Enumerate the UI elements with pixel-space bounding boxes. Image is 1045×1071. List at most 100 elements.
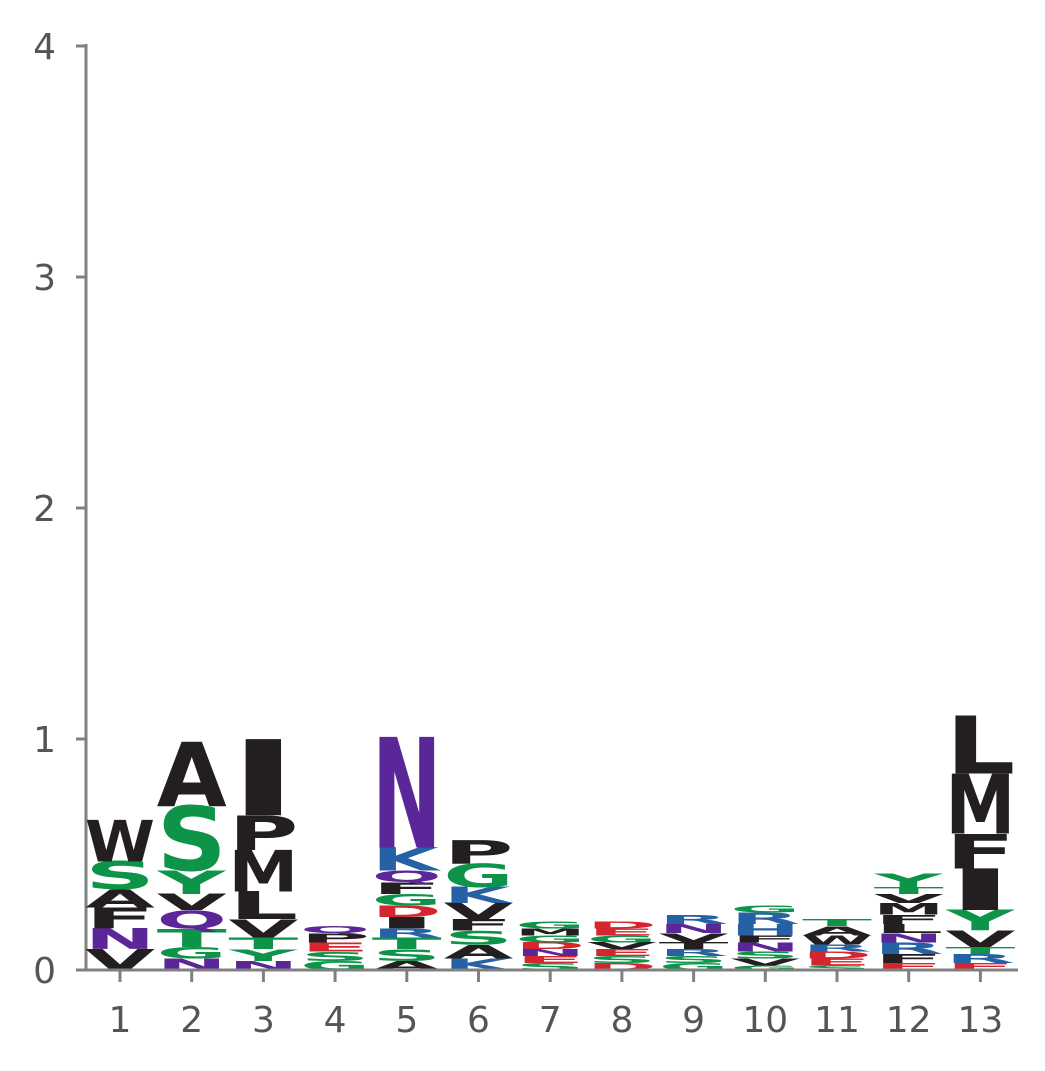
x-tick-label: 10 (742, 1000, 788, 1041)
logo-letter-K: K (444, 882, 514, 908)
logo-letter-L: L (228, 885, 298, 929)
logo-letter-T: T (945, 945, 1015, 956)
logo-letter-T: T (659, 940, 729, 951)
logo-letter-T: T (802, 917, 872, 928)
logo-letter-D: D (587, 920, 657, 931)
y-axis: 0 1 2 3 4 (33, 27, 88, 992)
logo-letter-G: G (730, 904, 800, 915)
logo-letter-R: R (659, 912, 729, 927)
logo-letter-T: T (157, 924, 227, 953)
logo-letter-S: S (372, 946, 442, 964)
x-tick-label: 7 (539, 1000, 562, 1041)
logo-letter-S: S (587, 954, 657, 965)
x-tick-label: 6 (467, 1000, 490, 1041)
logo-letter-V: V (659, 931, 729, 946)
logo-letter-W: W (85, 809, 155, 875)
logo-letter-Q: Q (157, 905, 227, 935)
logo-letter-F: F (874, 912, 944, 927)
logo-letter-Y: Y (228, 946, 299, 964)
logo-letter-K: K (372, 842, 442, 878)
logo-stacks: VNFASWNGTQVYSANYTVLMPIGSEPQASTRIDGFQKNKA… (85, 700, 1016, 977)
logo-letter-R: R (372, 926, 442, 941)
logo-letter-A: A (85, 884, 156, 914)
logo-letter-D: D (515, 941, 585, 952)
logo-letter-T: T (228, 935, 298, 953)
logo-letter-L: L (945, 700, 1015, 793)
logo-letter-H: H (730, 921, 800, 939)
logo-letter-S: S (730, 950, 800, 961)
logo-letter-S: S (300, 949, 370, 964)
logo-letter-V: V (874, 891, 944, 906)
x-tick-label: 8 (610, 1000, 633, 1041)
logo-letter-N: N (874, 931, 944, 946)
logo-letter-D: D (372, 903, 442, 921)
logo-letter-N: N (659, 921, 729, 936)
logo-letter-E: E (945, 961, 1015, 972)
logo-letter-M: M (228, 840, 298, 906)
x-tick-label: 9 (682, 1000, 705, 1041)
logo-letter-V: V (228, 914, 299, 944)
logo-letter-M: M (515, 926, 585, 937)
logo-letter-P: P (228, 806, 298, 861)
logo-letter-G: G (659, 961, 729, 972)
logo-letter-V: V (587, 940, 657, 951)
logo-letter-E: E (300, 940, 370, 955)
x-tick-label: 12 (886, 1000, 932, 1041)
logo-letter-G: G (515, 934, 585, 945)
logo-letter-Y: Y (873, 869, 944, 891)
logo-letter-F: F (874, 951, 944, 966)
logo-letter-F: F (945, 824, 1015, 879)
logo-letter-P: P (444, 834, 514, 871)
y-tick-label: 2 (33, 489, 56, 530)
logo-letter-G: G (515, 920, 585, 931)
logo-letter-S: S (444, 927, 514, 949)
logo-letter-A: A (444, 941, 515, 963)
logo-letter-N: N (85, 923, 155, 956)
x-tick-label: 3 (252, 1000, 275, 1041)
logo-letter-I: I (945, 857, 1015, 923)
logo-letter-R: R (730, 909, 800, 927)
logo-letter-V: V (444, 899, 514, 925)
logo-letter-R: R (802, 943, 872, 954)
logo-letter-N: N (372, 706, 442, 883)
logo-letter-G: G (587, 934, 657, 945)
x-tick-label: 4 (324, 1000, 347, 1041)
y-tick-label: 1 (33, 720, 56, 761)
logo-letter-W: W (802, 933, 872, 948)
logo-letter-E: E (874, 961, 944, 972)
x-tick-label: 13 (957, 1000, 1003, 1041)
logo-letter-T: T (874, 885, 944, 896)
y-tick-label: 3 (33, 258, 56, 299)
logo-letter-L: L (874, 921, 944, 936)
logo-letter-N: N (730, 940, 800, 955)
logo-letter-M: M (874, 900, 944, 918)
logo-letter-E: E (587, 947, 657, 958)
logo-letter-A: A (157, 725, 227, 828)
logo-letter-Q: Q (300, 924, 370, 935)
logo-letter-S: S (515, 961, 585, 972)
logo-letter-M: M (945, 758, 1015, 854)
logo-letter-Q: Q (372, 868, 442, 886)
logo-letter-V: V (945, 926, 1015, 952)
logo-letter-R: R (659, 947, 729, 958)
logo-letter-E: E (587, 927, 657, 938)
logo-letter-P: P (300, 931, 370, 946)
logo-letter-R: R (874, 939, 944, 957)
logo-letter-S: S (659, 954, 729, 965)
logo-letter-F: F (444, 916, 514, 934)
y-tick-label: 4 (33, 27, 56, 68)
x-tick-label: 5 (395, 1000, 418, 1041)
logo-letter-S: S (85, 855, 155, 899)
logo-letter-G: G (444, 858, 514, 895)
